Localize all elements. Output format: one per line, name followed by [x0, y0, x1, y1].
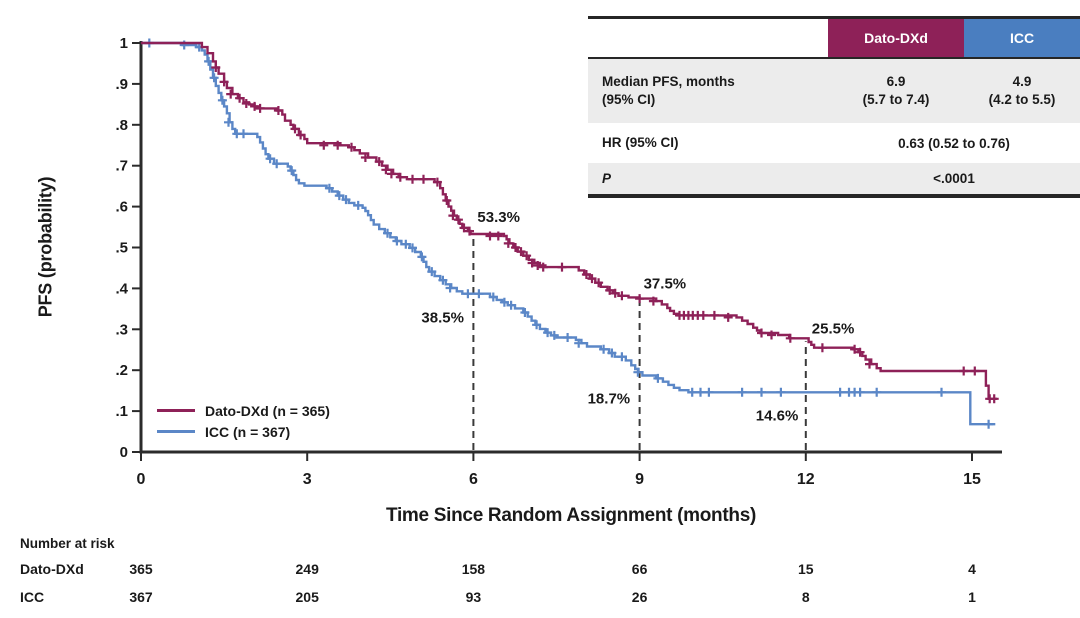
- legend-item-dato-dxd: Dato-DXd (n = 365): [157, 400, 330, 421]
- median-pfs-dato-line2: (5.7 to 7.4): [862, 92, 930, 107]
- y-tick-label-.5: .5: [115, 240, 128, 257]
- landmark-label-icc-12mo: 14.6%: [756, 407, 799, 424]
- x-tick-label-9: 9: [635, 471, 644, 488]
- risk-count-icc-12mo: 8: [801, 589, 810, 605]
- median-pfs-row: Median PFS, months (95% CI) 6.9 (5.7 to …: [588, 59, 1080, 123]
- y-tick-label-.1: .1: [115, 403, 128, 420]
- y-tick-label-.3: .3: [115, 321, 128, 338]
- y-tick-label-0: 0: [120, 444, 128, 461]
- risk-count-dato-dxd-0mo: 365: [129, 561, 153, 577]
- legend-item-icc: ICC (n = 367): [157, 421, 330, 442]
- risk-count-icc-0mo: 367: [129, 589, 153, 605]
- landmark-label-dato-dxd-9mo: 37.5%: [644, 276, 687, 293]
- hazard-ratio-label: HR (95% CI): [602, 135, 679, 151]
- median-pfs-icc-value: 4.9 (4.2 to 5.5): [964, 73, 1080, 108]
- y-tick-label-.9: .9: [115, 76, 128, 93]
- p-value-label: P: [602, 170, 612, 186]
- y-tick-label-.8: .8: [115, 117, 128, 134]
- median-pfs-icc-line2: (4.2 to 5.5): [988, 92, 1056, 107]
- risk-count-dato-dxd-9mo: 66: [631, 561, 648, 577]
- risk-count-dato-dxd-3mo: 249: [295, 561, 319, 577]
- x-tick-label-3: 3: [303, 471, 312, 488]
- median-pfs-label: Median PFS, months (95% CI): [588, 73, 828, 108]
- hazard-ratio-row: HR (95% CI) 0.63 (0.52 to 0.76): [588, 127, 1080, 159]
- risk-count-dato-dxd-15mo: 4: [968, 561, 976, 577]
- summary-header-dato-dxd: Dato-DXd: [828, 19, 964, 57]
- censor-marks-dato-dxd: [211, 63, 999, 404]
- landmark-label-icc-9mo: 18.7%: [588, 391, 631, 408]
- p-value-row: P <.0001: [588, 163, 1080, 194]
- p-value: <.0001: [933, 171, 975, 186]
- median-pfs-dato-value: 6.9 (5.7 to 7.4): [828, 73, 964, 108]
- risk-count-icc-15mo: 1: [968, 589, 976, 605]
- y-tick-label-.6: .6: [115, 199, 128, 216]
- risk-count-dato-dxd-12mo: 15: [798, 561, 814, 577]
- legend-label-dato-dxd: Dato-DXd (n = 365): [205, 402, 330, 419]
- median-pfs-dato-line1: 6.9: [886, 74, 906, 90]
- dato-dxd-line-swatch: [157, 409, 195, 412]
- landmark-label-icc-6mo: 38.5%: [421, 310, 464, 327]
- median-pfs-label-line2: (95% CI): [602, 92, 656, 107]
- summary-table-header: Dato-DXd ICC: [588, 19, 1080, 59]
- risk-count-icc-6mo: 93: [465, 589, 482, 605]
- y-axis-title: PFS (probability): [35, 176, 56, 318]
- icc-line-swatch: [157, 430, 195, 433]
- x-axis-title: Time Since Random Assignment (months): [385, 505, 756, 526]
- x-tick-label-6: 6: [469, 471, 478, 488]
- x-tick-label-15: 15: [963, 471, 981, 488]
- number-at-risk-title: Number at risk: [20, 536, 115, 551]
- x-tick-label-12: 12: [797, 471, 815, 488]
- legend-label-icc: ICC (n = 367): [205, 423, 291, 440]
- y-tick-label-.4: .4: [115, 280, 128, 297]
- risk-count-dato-dxd-6mo: 158: [461, 561, 486, 577]
- risk-row-label-icc: ICC: [20, 589, 45, 605]
- median-pfs-label-line1: Median PFS, months: [602, 74, 735, 90]
- summary-table: Dato-DXd ICC Median PFS, months (95% CI)…: [588, 16, 1080, 198]
- risk-count-icc-9mo: 26: [631, 589, 648, 605]
- summary-header-icc: ICC: [964, 19, 1080, 57]
- hazard-ratio-value: 0.63 (0.52 to 0.76): [898, 135, 1010, 151]
- y-tick-label-.2: .2: [115, 362, 128, 379]
- y-tick-label-.7: .7: [115, 158, 128, 175]
- landmark-label-dato-dxd-6mo: 53.3%: [477, 209, 520, 226]
- risk-row-label-dato-dxd: Dato-DXd: [20, 561, 84, 577]
- landmark-label-dato-dxd-12mo: 25.5%: [812, 321, 855, 338]
- median-pfs-icc-line1: 4.9: [1012, 74, 1032, 90]
- legend: Dato-DXd (n = 365) ICC (n = 367): [157, 400, 330, 442]
- summary-table-header-spacer: [588, 19, 828, 57]
- x-tick-label-0: 0: [137, 471, 146, 488]
- y-tick-label-1: 1: [120, 35, 128, 52]
- risk-count-icc-3mo: 205: [295, 589, 319, 605]
